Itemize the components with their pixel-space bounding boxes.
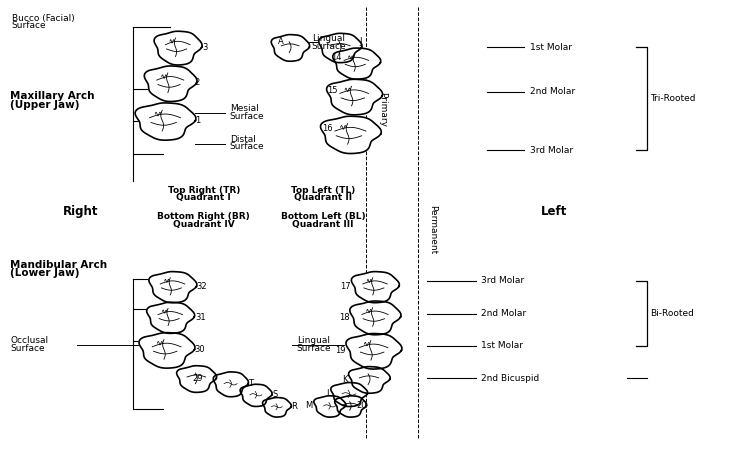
Polygon shape — [319, 33, 362, 63]
Text: M: M — [305, 401, 313, 410]
Text: 19: 19 — [335, 346, 346, 355]
Polygon shape — [272, 35, 310, 61]
Text: Primary: Primary — [378, 92, 387, 127]
Text: 17: 17 — [340, 282, 351, 291]
Text: Left: Left — [541, 205, 567, 218]
Text: Top Left (TL): Top Left (TL) — [291, 186, 355, 195]
Text: 2: 2 — [195, 78, 200, 87]
Text: Bottom Right (BR): Bottom Right (BR) — [158, 212, 250, 221]
Text: S: S — [272, 390, 278, 399]
Polygon shape — [314, 396, 346, 417]
Text: Surface: Surface — [230, 112, 265, 121]
Polygon shape — [213, 372, 248, 397]
Text: L: L — [326, 389, 330, 398]
Polygon shape — [177, 366, 217, 392]
Text: Quadrant III: Quadrant III — [292, 220, 354, 229]
Text: Surface: Surface — [297, 344, 332, 353]
Polygon shape — [262, 397, 291, 417]
Text: Surface: Surface — [10, 344, 45, 353]
Text: Surface: Surface — [12, 22, 46, 31]
Text: J: J — [360, 37, 362, 46]
Text: A: A — [278, 37, 284, 46]
Text: Quadrant I: Quadrant I — [176, 193, 231, 202]
Text: 20: 20 — [356, 401, 367, 410]
Text: Quadrant II: Quadrant II — [294, 193, 352, 202]
Polygon shape — [326, 79, 382, 115]
Text: 1: 1 — [195, 116, 200, 125]
Polygon shape — [240, 384, 272, 406]
Text: 15: 15 — [327, 86, 338, 95]
Text: Bucco (Facial): Bucco (Facial) — [12, 14, 74, 23]
Text: 29: 29 — [193, 374, 203, 383]
Text: Surface: Surface — [312, 42, 346, 51]
Polygon shape — [147, 302, 195, 333]
Text: R: R — [292, 402, 298, 411]
Text: Quadrant IV: Quadrant IV — [173, 220, 235, 229]
Text: Tri-Rooted: Tri-Rooted — [650, 94, 696, 104]
Polygon shape — [351, 272, 399, 303]
Text: 3rd Molar: 3rd Molar — [482, 276, 524, 285]
Text: Bottom Left (BL): Bottom Left (BL) — [280, 212, 365, 221]
Polygon shape — [144, 66, 197, 102]
Text: 2nd Molar: 2nd Molar — [482, 310, 526, 319]
Polygon shape — [349, 367, 390, 393]
Text: Mesial: Mesial — [230, 104, 259, 113]
Text: 2nd Bicuspid: 2nd Bicuspid — [482, 374, 540, 383]
Polygon shape — [149, 272, 197, 303]
Polygon shape — [333, 48, 381, 79]
Text: 2nd Molar: 2nd Molar — [530, 87, 575, 96]
Text: 32: 32 — [196, 282, 207, 291]
Text: 31: 31 — [195, 312, 206, 321]
Text: 3rd Molar: 3rd Molar — [530, 146, 573, 155]
Text: Occlusal: Occlusal — [10, 336, 48, 345]
Text: 16: 16 — [322, 124, 332, 133]
Text: (Lower Jaw): (Lower Jaw) — [10, 268, 80, 278]
Text: Lingual: Lingual — [312, 34, 345, 43]
Polygon shape — [139, 333, 195, 368]
Text: Right: Right — [63, 205, 99, 218]
Polygon shape — [135, 103, 196, 140]
Polygon shape — [320, 116, 381, 153]
Text: Maxillary Arch: Maxillary Arch — [10, 91, 94, 101]
Polygon shape — [334, 396, 367, 417]
Text: Surface: Surface — [230, 142, 265, 151]
Text: (Upper Jaw): (Upper Jaw) — [10, 100, 80, 110]
Text: K: K — [342, 375, 347, 384]
Text: 1st Molar: 1st Molar — [530, 43, 572, 52]
Text: 14: 14 — [331, 53, 341, 62]
Polygon shape — [154, 31, 202, 65]
Text: 18: 18 — [339, 312, 350, 321]
Polygon shape — [331, 382, 368, 406]
Text: 1st Molar: 1st Molar — [482, 342, 524, 351]
Text: Permanent: Permanent — [428, 205, 437, 254]
Text: Mandibular Arch: Mandibular Arch — [10, 260, 107, 270]
Text: T: T — [248, 379, 254, 388]
Text: Bi-Rooted: Bi-Rooted — [650, 309, 694, 318]
Text: Top Right (TR): Top Right (TR) — [167, 186, 240, 195]
Polygon shape — [346, 333, 402, 369]
Text: 30: 30 — [194, 345, 205, 354]
Text: 3: 3 — [202, 43, 208, 52]
Text: Distal: Distal — [230, 135, 256, 144]
Polygon shape — [350, 301, 401, 335]
Text: Lingual: Lingual — [297, 336, 330, 345]
